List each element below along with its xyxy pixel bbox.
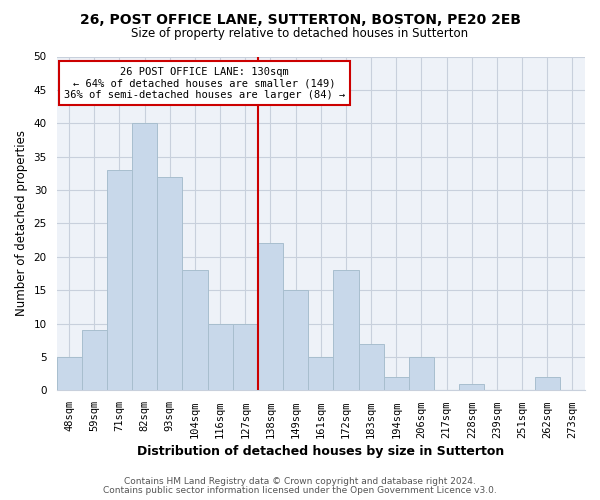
Bar: [459, 384, 484, 390]
Text: 26, POST OFFICE LANE, SUTTERTON, BOSTON, PE20 2EB: 26, POST OFFICE LANE, SUTTERTON, BOSTON,…: [79, 12, 521, 26]
Bar: [308, 357, 334, 390]
Bar: [535, 377, 560, 390]
Bar: [208, 324, 233, 390]
X-axis label: Distribution of detached houses by size in Sutterton: Distribution of detached houses by size …: [137, 444, 505, 458]
Text: Contains public sector information licensed under the Open Government Licence v3: Contains public sector information licen…: [103, 486, 497, 495]
Text: Size of property relative to detached houses in Sutterton: Size of property relative to detached ho…: [131, 28, 469, 40]
Y-axis label: Number of detached properties: Number of detached properties: [15, 130, 28, 316]
Bar: [233, 324, 258, 390]
Bar: [182, 270, 208, 390]
Bar: [359, 344, 383, 390]
Bar: [383, 377, 409, 390]
Bar: [258, 244, 283, 390]
Bar: [157, 176, 182, 390]
Bar: [283, 290, 308, 390]
Text: Contains HM Land Registry data © Crown copyright and database right 2024.: Contains HM Land Registry data © Crown c…: [124, 477, 476, 486]
Bar: [409, 357, 434, 390]
Bar: [56, 357, 82, 390]
Bar: [82, 330, 107, 390]
Bar: [132, 124, 157, 390]
Bar: [107, 170, 132, 390]
Text: 26 POST OFFICE LANE: 130sqm
← 64% of detached houses are smaller (149)
36% of se: 26 POST OFFICE LANE: 130sqm ← 64% of det…: [64, 66, 345, 100]
Bar: [334, 270, 359, 390]
